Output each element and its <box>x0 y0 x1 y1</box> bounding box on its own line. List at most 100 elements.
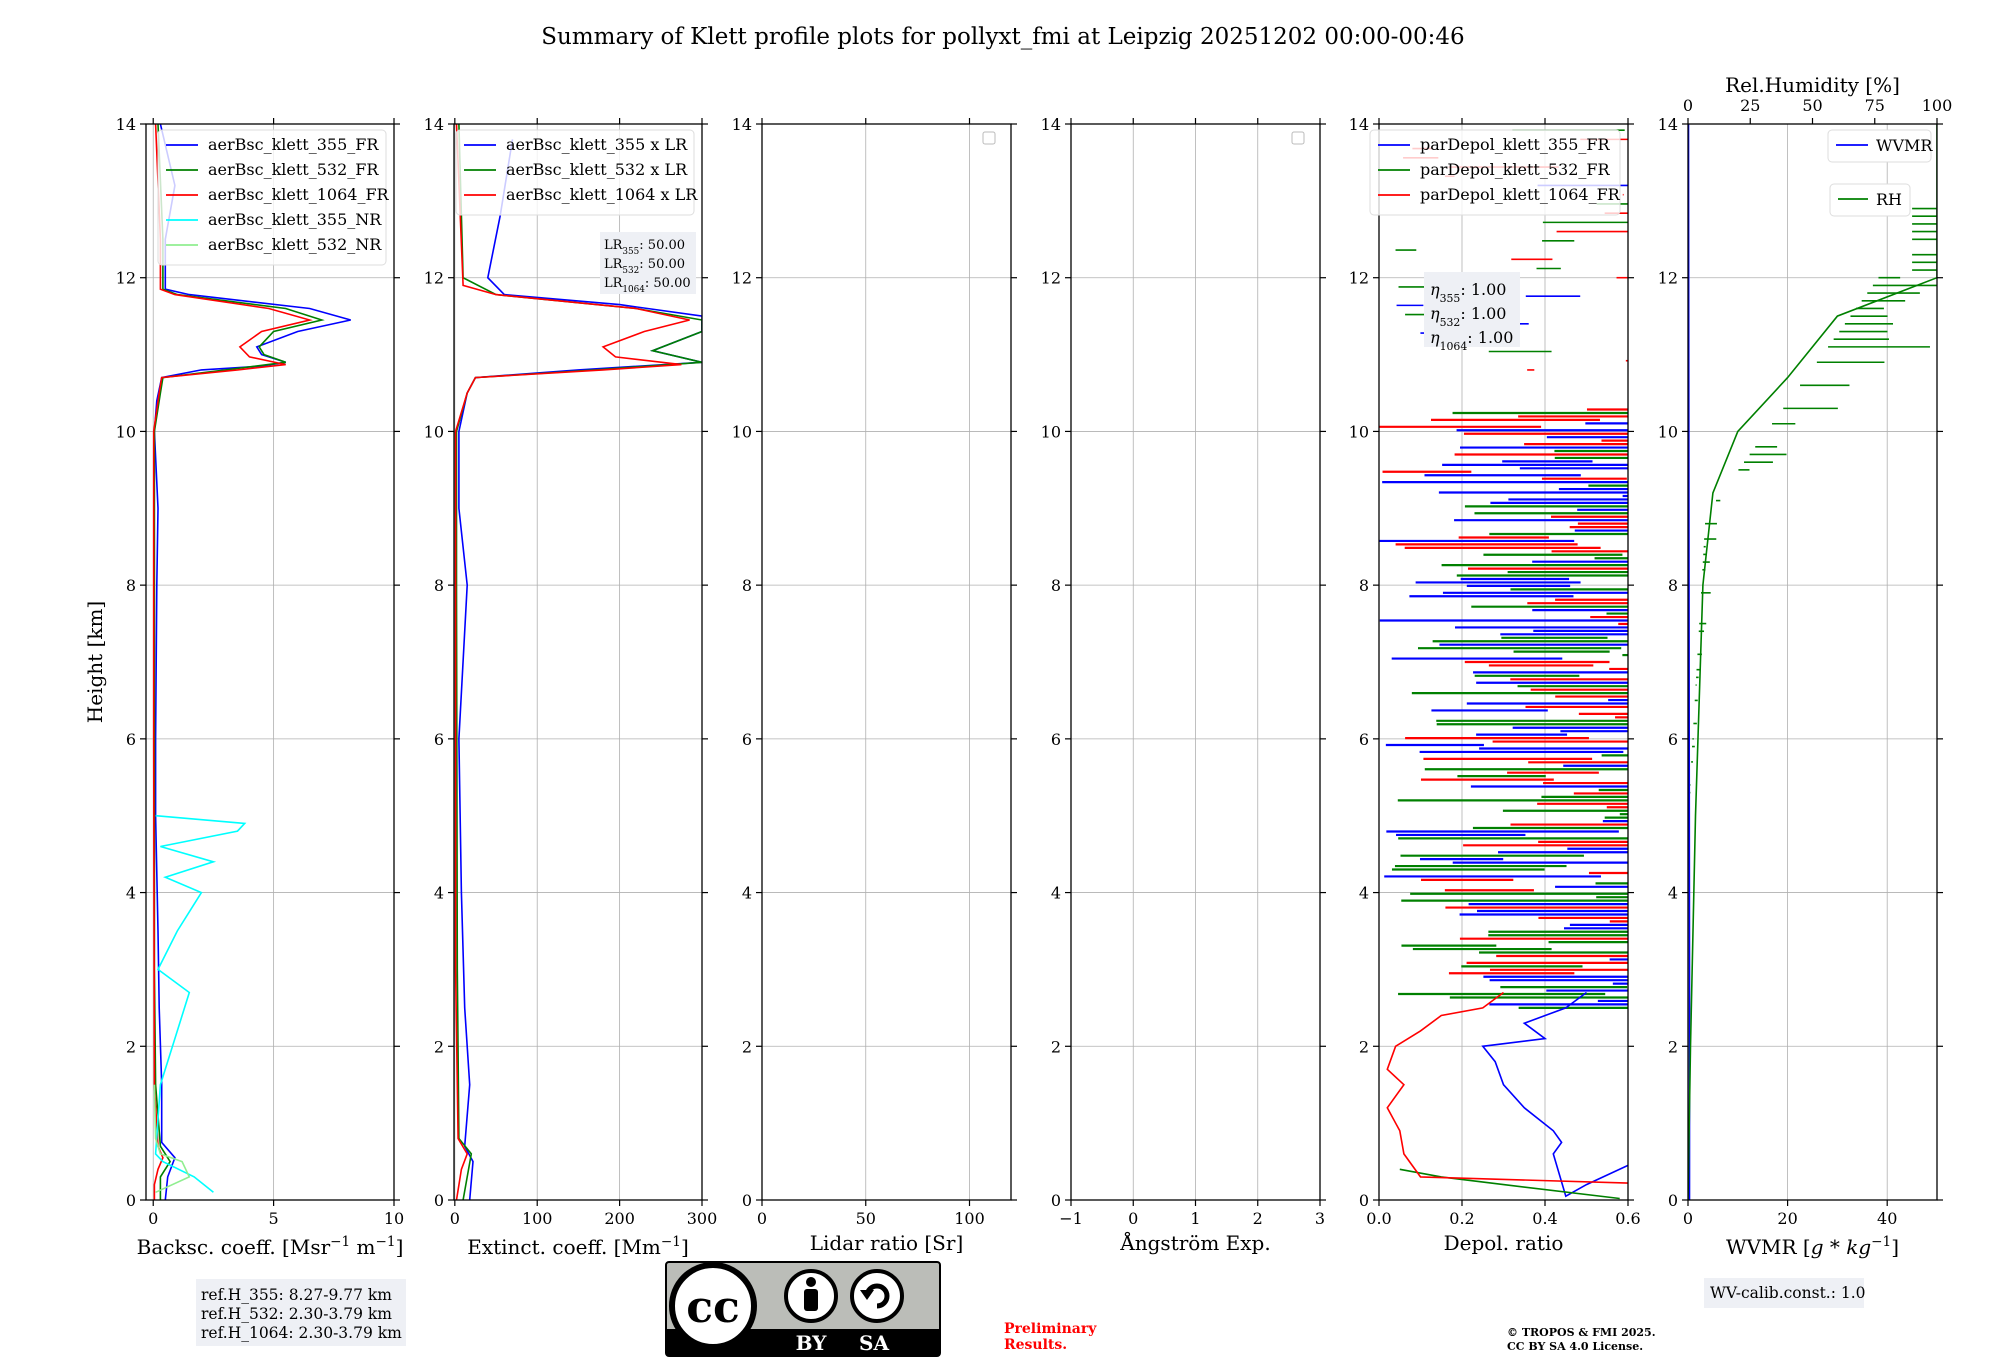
license-by-text: BY <box>796 1331 828 1355</box>
x-axis-label: Backsc. coeff. [Msr−1 m−1] <box>137 1234 404 1259</box>
y-tick-label: 14 <box>116 115 136 134</box>
y-tick-label: 6 <box>1051 730 1061 749</box>
series-line-1 <box>1399 1168 1620 1200</box>
legend-label: parDepol_klett_1064_FR <box>1420 185 1621 204</box>
y-tick-label: 2 <box>126 1037 136 1056</box>
empty-legend-box <box>1291 131 1305 145</box>
y-tick-label: 10 <box>1658 422 1678 441</box>
axes-frame <box>761 123 1012 1201</box>
y-tick-label: 14 <box>1349 115 1369 134</box>
x-tick-label: 0.2 <box>1449 1209 1474 1228</box>
axes-frame <box>145 123 395 1201</box>
x-tick-label: 100 <box>522 1209 553 1228</box>
eta-label: η355: 1.00 <box>1430 280 1506 305</box>
y-tick-label: 8 <box>1051 576 1061 595</box>
series-group <box>454 124 702 1200</box>
y-tick-label: 12 <box>1349 269 1369 288</box>
license-sa-text: SA <box>859 1331 889 1355</box>
y-tick-label: 8 <box>742 576 752 595</box>
y-tick-label: 10 <box>424 422 444 441</box>
legend-box <box>1827 129 1932 163</box>
legend-label: RH <box>1876 190 1902 209</box>
y-tick-label: 14 <box>1658 115 1678 134</box>
x-tick-label: 1 <box>1190 1209 1200 1228</box>
x-tick-label: 40 <box>1877 1209 1897 1228</box>
series-line-1 <box>153 124 325 1200</box>
wv-calib-text: WV-calib.const.: 1.0 <box>1710 1284 1866 1302</box>
x-axis-label: Ångström Exp. <box>1119 1230 1270 1255</box>
x-tick-label: 0.4 <box>1532 1209 1557 1228</box>
y-tick-label: 6 <box>126 730 136 749</box>
panel-backscatter: 0 5 10 0 2 4 6 8 10 12 14 Backsc. coeff. [Msr−1 m−1… <box>83 115 404 1259</box>
legend-label: aerBsc_klett_355_FR <box>208 135 379 154</box>
legend-label: parDepol_klett_532_FR <box>1420 160 1611 179</box>
axes-frame <box>1378 123 1629 1201</box>
preliminary-line-2: Results. <box>1004 1337 1067 1353</box>
y-tick-label: 12 <box>116 269 136 288</box>
y-tick-label: 6 <box>742 730 752 749</box>
y-tick-label: 14 <box>424 115 444 134</box>
wv-calib-box: WV-calib.const.: 1.0 <box>1704 1278 1866 1308</box>
top-x-tick-label: 25 <box>1740 96 1760 115</box>
series-group <box>152 124 351 1200</box>
x-tick-label: 3 <box>1315 1209 1325 1228</box>
series-line-0 <box>458 139 702 1200</box>
copyright-line-2: CC BY SA 4.0 License. <box>1507 1340 1643 1353</box>
series-line-0 <box>153 124 351 1200</box>
legend-box <box>455 129 695 216</box>
x-tick-label: 300 <box>687 1209 718 1228</box>
sa-share-icon <box>850 1269 904 1323</box>
figure-title: Summary of Klett profile plots for polly… <box>541 24 1464 50</box>
ref-height-532: ref.H_532: 2.30-3.79 km <box>201 1305 392 1323</box>
copyright-line-1: © TROPOS & FMI 2025. <box>1507 1326 1656 1339</box>
y-tick-label: 0 <box>1051 1191 1061 1210</box>
y-tick-label: 8 <box>434 576 444 595</box>
x-tick-label: 0.6 <box>1615 1209 1640 1228</box>
top-x-tick-label: 0 <box>1683 96 1693 115</box>
preliminary-line-1: Preliminary <box>1004 1321 1097 1337</box>
y-tick-label: 4 <box>1359 884 1369 903</box>
top-axis-label: Rel.Humidity [%] <box>1725 73 1900 97</box>
y-tick-label: 2 <box>434 1037 444 1056</box>
legend-label: WVMR <box>1876 136 1933 155</box>
panel-lidar_ratio: 0 50 100 0 2 4 6 8 10 12 14 Lidar ratio [Sr] <box>732 115 1017 1255</box>
axes-frame <box>453 123 703 1201</box>
x-tick-label: 50 <box>856 1209 876 1228</box>
panel-depol: 0.0 0.2 0.4 0.6 0 2 4 6 8 10 12 14 Depol. ratio parDe… <box>1349 115 1641 1255</box>
y-tick-label: 0 <box>1359 1191 1369 1210</box>
y-tick-label: 4 <box>1668 884 1678 903</box>
y-tick-label: 4 <box>434 884 444 903</box>
y-tick-label: 2 <box>1051 1037 1061 1056</box>
y-tick-label: 2 <box>1668 1037 1678 1056</box>
y-tick-label: 10 <box>116 422 136 441</box>
x-tick-label: 0 <box>1683 1209 1693 1228</box>
series-group <box>1379 129 1628 1200</box>
empty-legend-box <box>982 131 996 145</box>
x-tick-label: 0 <box>757 1209 767 1228</box>
legend-label: aerBsc_klett_1064_FR <box>208 185 390 204</box>
legend-box <box>1369 129 1621 216</box>
panel-extinction: 0 100 200 300 0 2 4 6 8 10 12 14 Extinct. coeff. [Mm… <box>424 115 718 1259</box>
y-tick-label: 8 <box>126 576 136 595</box>
x-axis-label: Extinct. coeff. [Mm−1] <box>467 1234 689 1259</box>
y-tick-label: 8 <box>1359 576 1369 595</box>
y-tick-label: 10 <box>1349 422 1369 441</box>
y-tick-label: 4 <box>1051 884 1061 903</box>
lr-box <box>600 232 696 294</box>
y-tick-label: 12 <box>1041 269 1061 288</box>
y-tick-label: 6 <box>1359 730 1369 749</box>
legend-label: aerBsc_klett_532 x LR <box>506 160 688 179</box>
y-tick-label: 14 <box>1041 115 1061 134</box>
series-line-0 <box>1481 991 1628 1198</box>
x-axis-label: WVMR [g * kg−1] <box>1726 1234 1899 1259</box>
y-tick-label: 2 <box>742 1037 752 1056</box>
series-line-2 <box>454 124 690 1200</box>
cc-logo-icon <box>669 1262 757 1350</box>
eta-label: η532: 1.00 <box>1430 304 1506 329</box>
y-tick-label: 14 <box>732 115 752 134</box>
lr-label: LR355: 50.00 <box>604 238 685 257</box>
eta-box <box>1424 272 1520 347</box>
legend-label: parDepol_klett_355_FR <box>1420 135 1611 154</box>
x-tick-label: 0.0 <box>1366 1209 1391 1228</box>
